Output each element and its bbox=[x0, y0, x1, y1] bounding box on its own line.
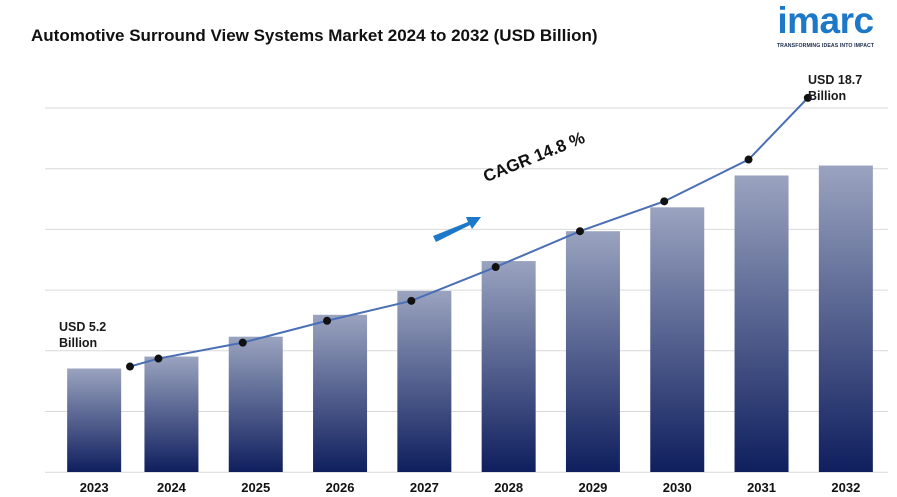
trend-point-2024 bbox=[154, 354, 163, 363]
imarc-logo: imarc TRANSFORMING IDEAS INTO IMPACT bbox=[768, 0, 883, 54]
trend-point-2029 bbox=[575, 227, 584, 236]
trend-point-2026 bbox=[323, 316, 332, 325]
cagr-arrow-shape bbox=[433, 217, 481, 242]
x-tick-2024: 2024 bbox=[157, 480, 187, 495]
x-tick-labels: 2023 2024 2025 2026 2027 2028 2029 2030 2031 2032 bbox=[80, 480, 861, 495]
bar-2025 bbox=[228, 336, 283, 472]
cagr-arrow bbox=[433, 217, 481, 242]
trend-point-2028 bbox=[491, 263, 500, 272]
bar-2023 bbox=[67, 368, 122, 472]
logo-tagline: TRANSFORMING IDEAS INTO IMPACT bbox=[776, 43, 875, 49]
x-tick-2027: 2027 bbox=[410, 480, 439, 495]
bar-2028 bbox=[481, 261, 536, 472]
trend-point-2031 bbox=[744, 155, 753, 164]
x-tick-2029: 2029 bbox=[578, 480, 607, 495]
bars bbox=[67, 165, 873, 473]
trend-point-2030 bbox=[660, 197, 669, 206]
trend-point-2027 bbox=[407, 296, 416, 305]
chart-title: Automotive Surround View Systems Market … bbox=[31, 26, 598, 45]
end-value-callout: USD 18.7 Billion bbox=[808, 72, 862, 104]
x-tick-2028: 2028 bbox=[494, 480, 523, 495]
x-tick-2031: 2031 bbox=[747, 480, 776, 495]
x-tick-2026: 2026 bbox=[326, 480, 355, 495]
trend-point-2023 bbox=[126, 362, 134, 371]
bar-2031 bbox=[734, 175, 789, 473]
logo-wordmark: imarc bbox=[777, 0, 874, 41]
x-tick-2030: 2030 bbox=[663, 480, 692, 495]
bar-2026 bbox=[313, 314, 368, 472]
bar-2027 bbox=[397, 290, 452, 472]
start-value-line1: USD 5.2 bbox=[59, 320, 107, 334]
trend-line bbox=[126, 93, 812, 371]
trend-polyline bbox=[129, 97, 809, 368]
bar-2030 bbox=[650, 207, 705, 472]
start-value-callout: USD 5.2 Billion bbox=[59, 319, 106, 351]
start-value-line2: Billion bbox=[59, 336, 98, 350]
x-tick-2032: 2032 bbox=[831, 480, 860, 495]
trend-point-2025 bbox=[238, 338, 247, 347]
x-tick-2025: 2025 bbox=[241, 480, 270, 495]
end-value-line1: USD 18.7 bbox=[808, 73, 863, 87]
x-tick-2023: 2023 bbox=[80, 480, 109, 495]
bar-2024 bbox=[144, 356, 199, 472]
end-value-line2: Billion bbox=[808, 89, 847, 103]
bar-2032 bbox=[818, 165, 873, 473]
trend-point-2032 bbox=[803, 93, 812, 102]
bar-2029 bbox=[565, 231, 620, 472]
